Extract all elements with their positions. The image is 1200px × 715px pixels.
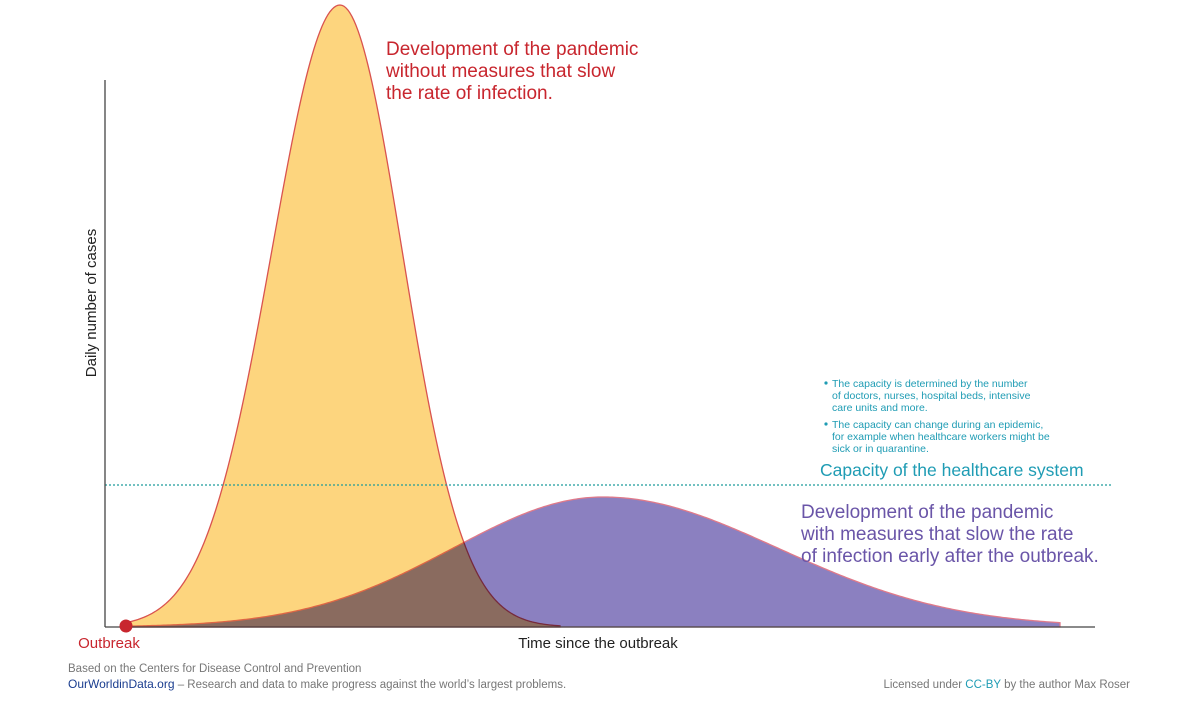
footer-source: Based on the Centers for Disease Control… [68, 663, 361, 675]
outbreak-dot [119, 619, 133, 633]
license-link[interactable]: CC-BY [965, 679, 1001, 691]
note-line: The capacity is determined by the number [832, 378, 1028, 390]
annotation-line: Development of the pandemic [386, 39, 638, 60]
note-line: The capacity can change during an epidem… [832, 419, 1043, 431]
x-axis-label: Time since the outbreak [518, 635, 678, 652]
origin-label: Outbreak [78, 635, 140, 652]
license-prefix: Licensed under [883, 679, 965, 691]
y-axis-label: Daily number of cases [83, 229, 100, 377]
note-line: care units and more. [832, 402, 928, 414]
bullet [824, 422, 828, 426]
mitigated-curve [127, 496, 1061, 628]
curves [127, 4, 1061, 628]
bullet [824, 381, 828, 385]
capacity-label: Capacity of the healthcare system [820, 460, 1084, 480]
annotation-line: without measures that slow [385, 61, 615, 82]
annotation-line: of infection early after the outbreak. [801, 546, 1099, 567]
annotation-line: the rate of infection. [386, 83, 553, 104]
license-suffix: by the author Max Roser [1001, 679, 1130, 691]
annotation-line: Development of the pandemic [801, 502, 1053, 523]
footer-line: OurWorldinData.org – Research and data t… [68, 677, 566, 691]
footer-license: Licensed under CC-BY by the author Max R… [883, 679, 1130, 691]
footer-site: OurWorldinData.org [68, 677, 175, 691]
footer-tagline: – Research and data to make progress aga… [175, 679, 567, 691]
annotation-line: with measures that slow the rate [800, 524, 1073, 545]
note-line: sick or in quarantine. [832, 443, 929, 455]
note-line: of doctors, nurses, hospital beds, inten… [832, 390, 1031, 402]
note-line: for example when healthcare workers migh… [832, 431, 1050, 443]
